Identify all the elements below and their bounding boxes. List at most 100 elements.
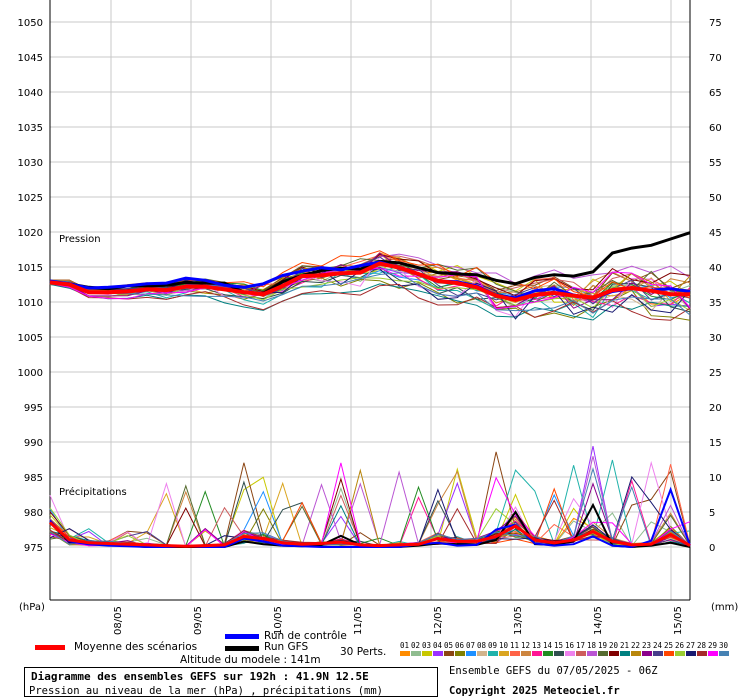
mean-legend-swatch xyxy=(35,645,65,650)
pert-number: 17 xyxy=(576,641,585,650)
pert-number: 10 xyxy=(499,641,509,650)
pert-number: 23 xyxy=(642,641,651,650)
altitude-label: Altitude du modele : 141m xyxy=(180,654,321,666)
x-date-label: 10/05 xyxy=(273,606,284,635)
pert-number: 04 xyxy=(433,641,443,650)
pert-number: 01 xyxy=(400,641,409,650)
right-tick-label: 20 xyxy=(709,403,722,414)
pert-swatch xyxy=(697,651,707,656)
right-tick-label: 60 xyxy=(709,123,722,134)
right-tick-label: 45 xyxy=(709,228,722,239)
pert-number: 21 xyxy=(620,641,629,650)
x-axis-date-labels: 08/05 09/05 10/05 11/05 12/05 13/05 14/05 15/05 xyxy=(113,606,684,635)
precip-panel-label: Précipitations xyxy=(59,486,127,498)
pert-swatch xyxy=(521,651,531,656)
pert-swatch xyxy=(543,651,553,656)
pert-swatch xyxy=(664,651,674,656)
pert-number: 07 xyxy=(466,641,475,650)
pert-swatch xyxy=(565,651,575,656)
right-tick-label: 40 xyxy=(709,263,722,274)
chart-subtitle: Pression au niveau de la mer (hPa) , pré… xyxy=(29,685,384,697)
left-tick-label: 985 xyxy=(24,473,43,484)
control-legend-label: Run de contrôle xyxy=(264,630,347,642)
perts-legend-label: 30 Perts. xyxy=(340,646,387,658)
pert-number: 05 xyxy=(444,641,453,650)
left-tick-label: 1040 xyxy=(18,88,43,99)
pert-swatch xyxy=(488,651,498,656)
pert-number: 11 xyxy=(510,641,519,650)
left-tick-label: 990 xyxy=(24,438,43,449)
right-axis-unit: (mm) xyxy=(711,602,738,613)
perturbation-series xyxy=(49,250,691,548)
pressure-panel-label: Pression xyxy=(59,234,101,245)
left-tick-label: 1035 xyxy=(18,123,43,134)
pert-number: 16 xyxy=(565,641,575,650)
pert-number: 02 xyxy=(411,641,420,650)
pert-swatch xyxy=(631,651,641,656)
right-tick-label: 10 xyxy=(709,473,722,484)
x-date-label: 08/05 xyxy=(113,606,124,635)
main-series xyxy=(48,231,691,549)
pert-number: 19 xyxy=(598,641,607,650)
axis-tick-labels: 9759809859909951000100510101015102010251… xyxy=(18,18,722,554)
pert-number: 13 xyxy=(532,641,541,650)
right-tick-label: 50 xyxy=(709,193,722,204)
plot-frame xyxy=(49,0,691,601)
pert-swatch xyxy=(587,651,597,656)
pert-number: 14 xyxy=(543,641,553,650)
pert-swatch xyxy=(532,651,542,656)
left-axis-unit: (hPa) xyxy=(19,602,45,613)
pert-swatch xyxy=(609,651,619,656)
chart-title: Diagramme des ensembles GEFS sur 192h : … xyxy=(31,670,369,683)
left-tick-label: 1050 xyxy=(18,18,43,29)
left-tick-label: 1045 xyxy=(18,53,43,64)
info-box: Diagramme des ensembles GEFS sur 192h : … xyxy=(24,667,438,697)
left-tick-label: 975 xyxy=(24,543,43,554)
pert-swatch xyxy=(686,651,696,656)
pert-number: 12 xyxy=(521,641,530,650)
pert-number: 27 xyxy=(686,641,695,650)
left-tick-label: 1010 xyxy=(18,298,43,309)
pert-number: 24 xyxy=(653,641,663,650)
pert-swatch xyxy=(422,651,432,656)
x-date-label: 11/05 xyxy=(353,606,364,635)
left-tick-label: 1020 xyxy=(18,228,43,239)
right-tick-label: 15 xyxy=(709,438,722,449)
pert-swatch xyxy=(576,651,586,656)
pert-swatch xyxy=(708,651,718,656)
pert-number: 25 xyxy=(664,641,673,650)
pert-swatch xyxy=(675,651,685,656)
mean-legend-label: Moyenne des scénarios xyxy=(74,641,198,653)
right-tick-label: 5 xyxy=(709,508,715,519)
pert-number: 28 xyxy=(697,641,707,650)
pert-number: 26 xyxy=(675,641,685,650)
pert-number: 18 xyxy=(587,641,597,650)
pert-swatch xyxy=(466,651,476,656)
right-tick-label: 0 xyxy=(709,543,715,554)
right-tick-label: 65 xyxy=(709,88,722,99)
run-label: Ensemble GEFS du 07/05/2025 - 06Z xyxy=(449,665,658,677)
gfs-legend-swatch xyxy=(225,646,259,651)
pert-swatch xyxy=(653,651,663,656)
pert-swatch xyxy=(598,651,608,656)
pert-number: 15 xyxy=(554,641,563,650)
pert-swatch xyxy=(499,651,509,656)
left-tick-label: 995 xyxy=(24,403,43,414)
series-pressure-line xyxy=(49,261,690,302)
left-tick-label: 1000 xyxy=(18,368,43,379)
perturbation-legend: 01 02 03 04 05 06 07 08 09 10 11 12 13 14 15 16 17 18 19 20… xyxy=(400,641,729,656)
right-tick-label: 35 xyxy=(709,298,722,309)
gfs-legend-label: Run GFS xyxy=(264,641,309,653)
copyright: Copyright 2025 Meteociel.fr xyxy=(449,685,620,697)
pert-swatch xyxy=(719,651,729,656)
right-tick-label: 30 xyxy=(709,333,722,344)
pert-swatch xyxy=(455,651,465,656)
pert-number: 29 xyxy=(708,641,717,650)
pert-number: 22 xyxy=(631,641,640,650)
pert-pressure-line xyxy=(49,283,691,321)
pert-swatch xyxy=(477,651,487,656)
x-date-label: 13/05 xyxy=(513,606,524,635)
x-date-label: 14/05 xyxy=(593,606,604,635)
right-tick-label: 70 xyxy=(709,53,722,64)
